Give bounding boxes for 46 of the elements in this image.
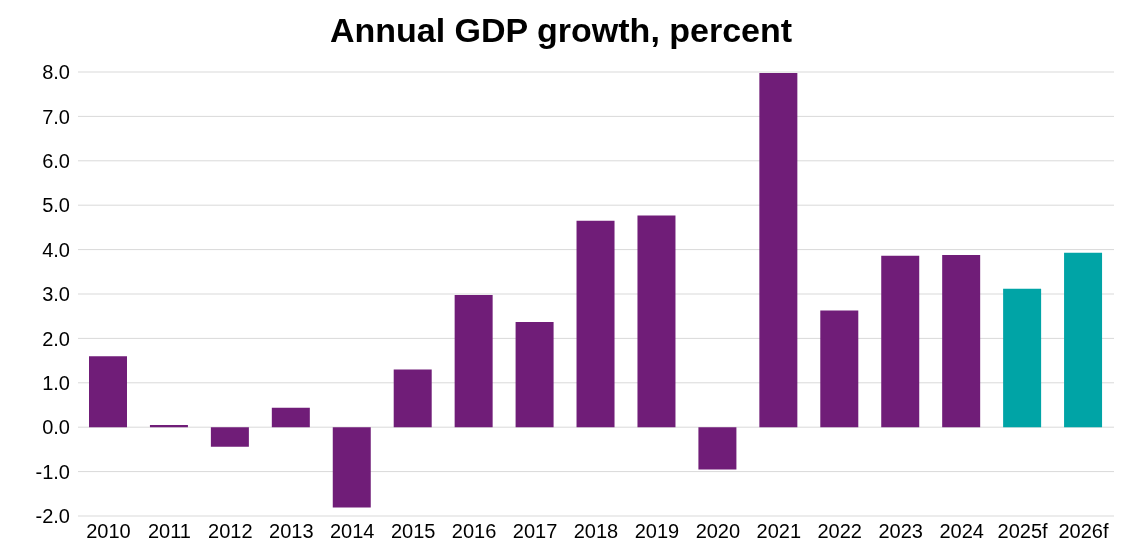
bar bbox=[1003, 288, 1042, 428]
x-tick-label: 2023 bbox=[878, 520, 923, 543]
bar bbox=[759, 72, 798, 428]
bar bbox=[393, 369, 432, 428]
x-tick-label: 2020 bbox=[695, 520, 741, 543]
y-tick-label: 8.0 bbox=[42, 61, 70, 84]
bar bbox=[820, 310, 859, 428]
bar bbox=[454, 294, 493, 428]
x-tick-label: 2011 bbox=[147, 520, 191, 543]
y-tick-label: 0.0 bbox=[42, 416, 70, 439]
x-tick-label: 2016 bbox=[451, 520, 497, 543]
bar bbox=[332, 427, 371, 508]
x-tick-label: 2019 bbox=[634, 520, 680, 543]
y-tick-label: 5.0 bbox=[42, 194, 70, 217]
y-tick-label: 2.0 bbox=[42, 327, 70, 350]
y-tick-label: 1.0 bbox=[42, 371, 70, 394]
chart-title: Annual GDP growth, percent bbox=[328, 10, 794, 51]
bar bbox=[210, 427, 249, 447]
bar bbox=[271, 407, 310, 428]
bar bbox=[89, 356, 127, 428]
bar bbox=[515, 321, 554, 428]
bar bbox=[1064, 252, 1103, 428]
x-tick-label: 2012 bbox=[208, 520, 253, 543]
x-tick-label: 2026f bbox=[1058, 520, 1109, 543]
y-tick-label: 3.0 bbox=[42, 283, 70, 306]
x-tick-label: 2014 bbox=[329, 520, 375, 543]
y-tick-label: 7.0 bbox=[42, 105, 70, 128]
x-tick-label: 2013 bbox=[269, 520, 314, 543]
y-tick-label: 4.0 bbox=[42, 238, 70, 261]
x-tick-label: 2015 bbox=[390, 520, 436, 543]
y-tick-label: 6.0 bbox=[42, 149, 70, 172]
x-tick-label: 2021 bbox=[756, 520, 802, 543]
x-tick-label: 2010 bbox=[86, 520, 131, 543]
bar bbox=[942, 254, 981, 428]
x-tick-label: 2018 bbox=[573, 520, 619, 543]
x-tick-label: 2025f bbox=[997, 520, 1049, 543]
bar bbox=[149, 424, 188, 428]
bar bbox=[881, 255, 920, 428]
x-tick-label: 2022 bbox=[817, 520, 863, 543]
x-tick-label: 2017 bbox=[512, 520, 558, 543]
y-tick-label: -2.0 bbox=[35, 505, 70, 528]
bar bbox=[576, 220, 615, 428]
x-tick-label: 2024 bbox=[939, 520, 984, 543]
bar bbox=[637, 215, 676, 428]
y-tick-label: -1.0 bbox=[35, 460, 70, 483]
bar bbox=[698, 427, 737, 470]
